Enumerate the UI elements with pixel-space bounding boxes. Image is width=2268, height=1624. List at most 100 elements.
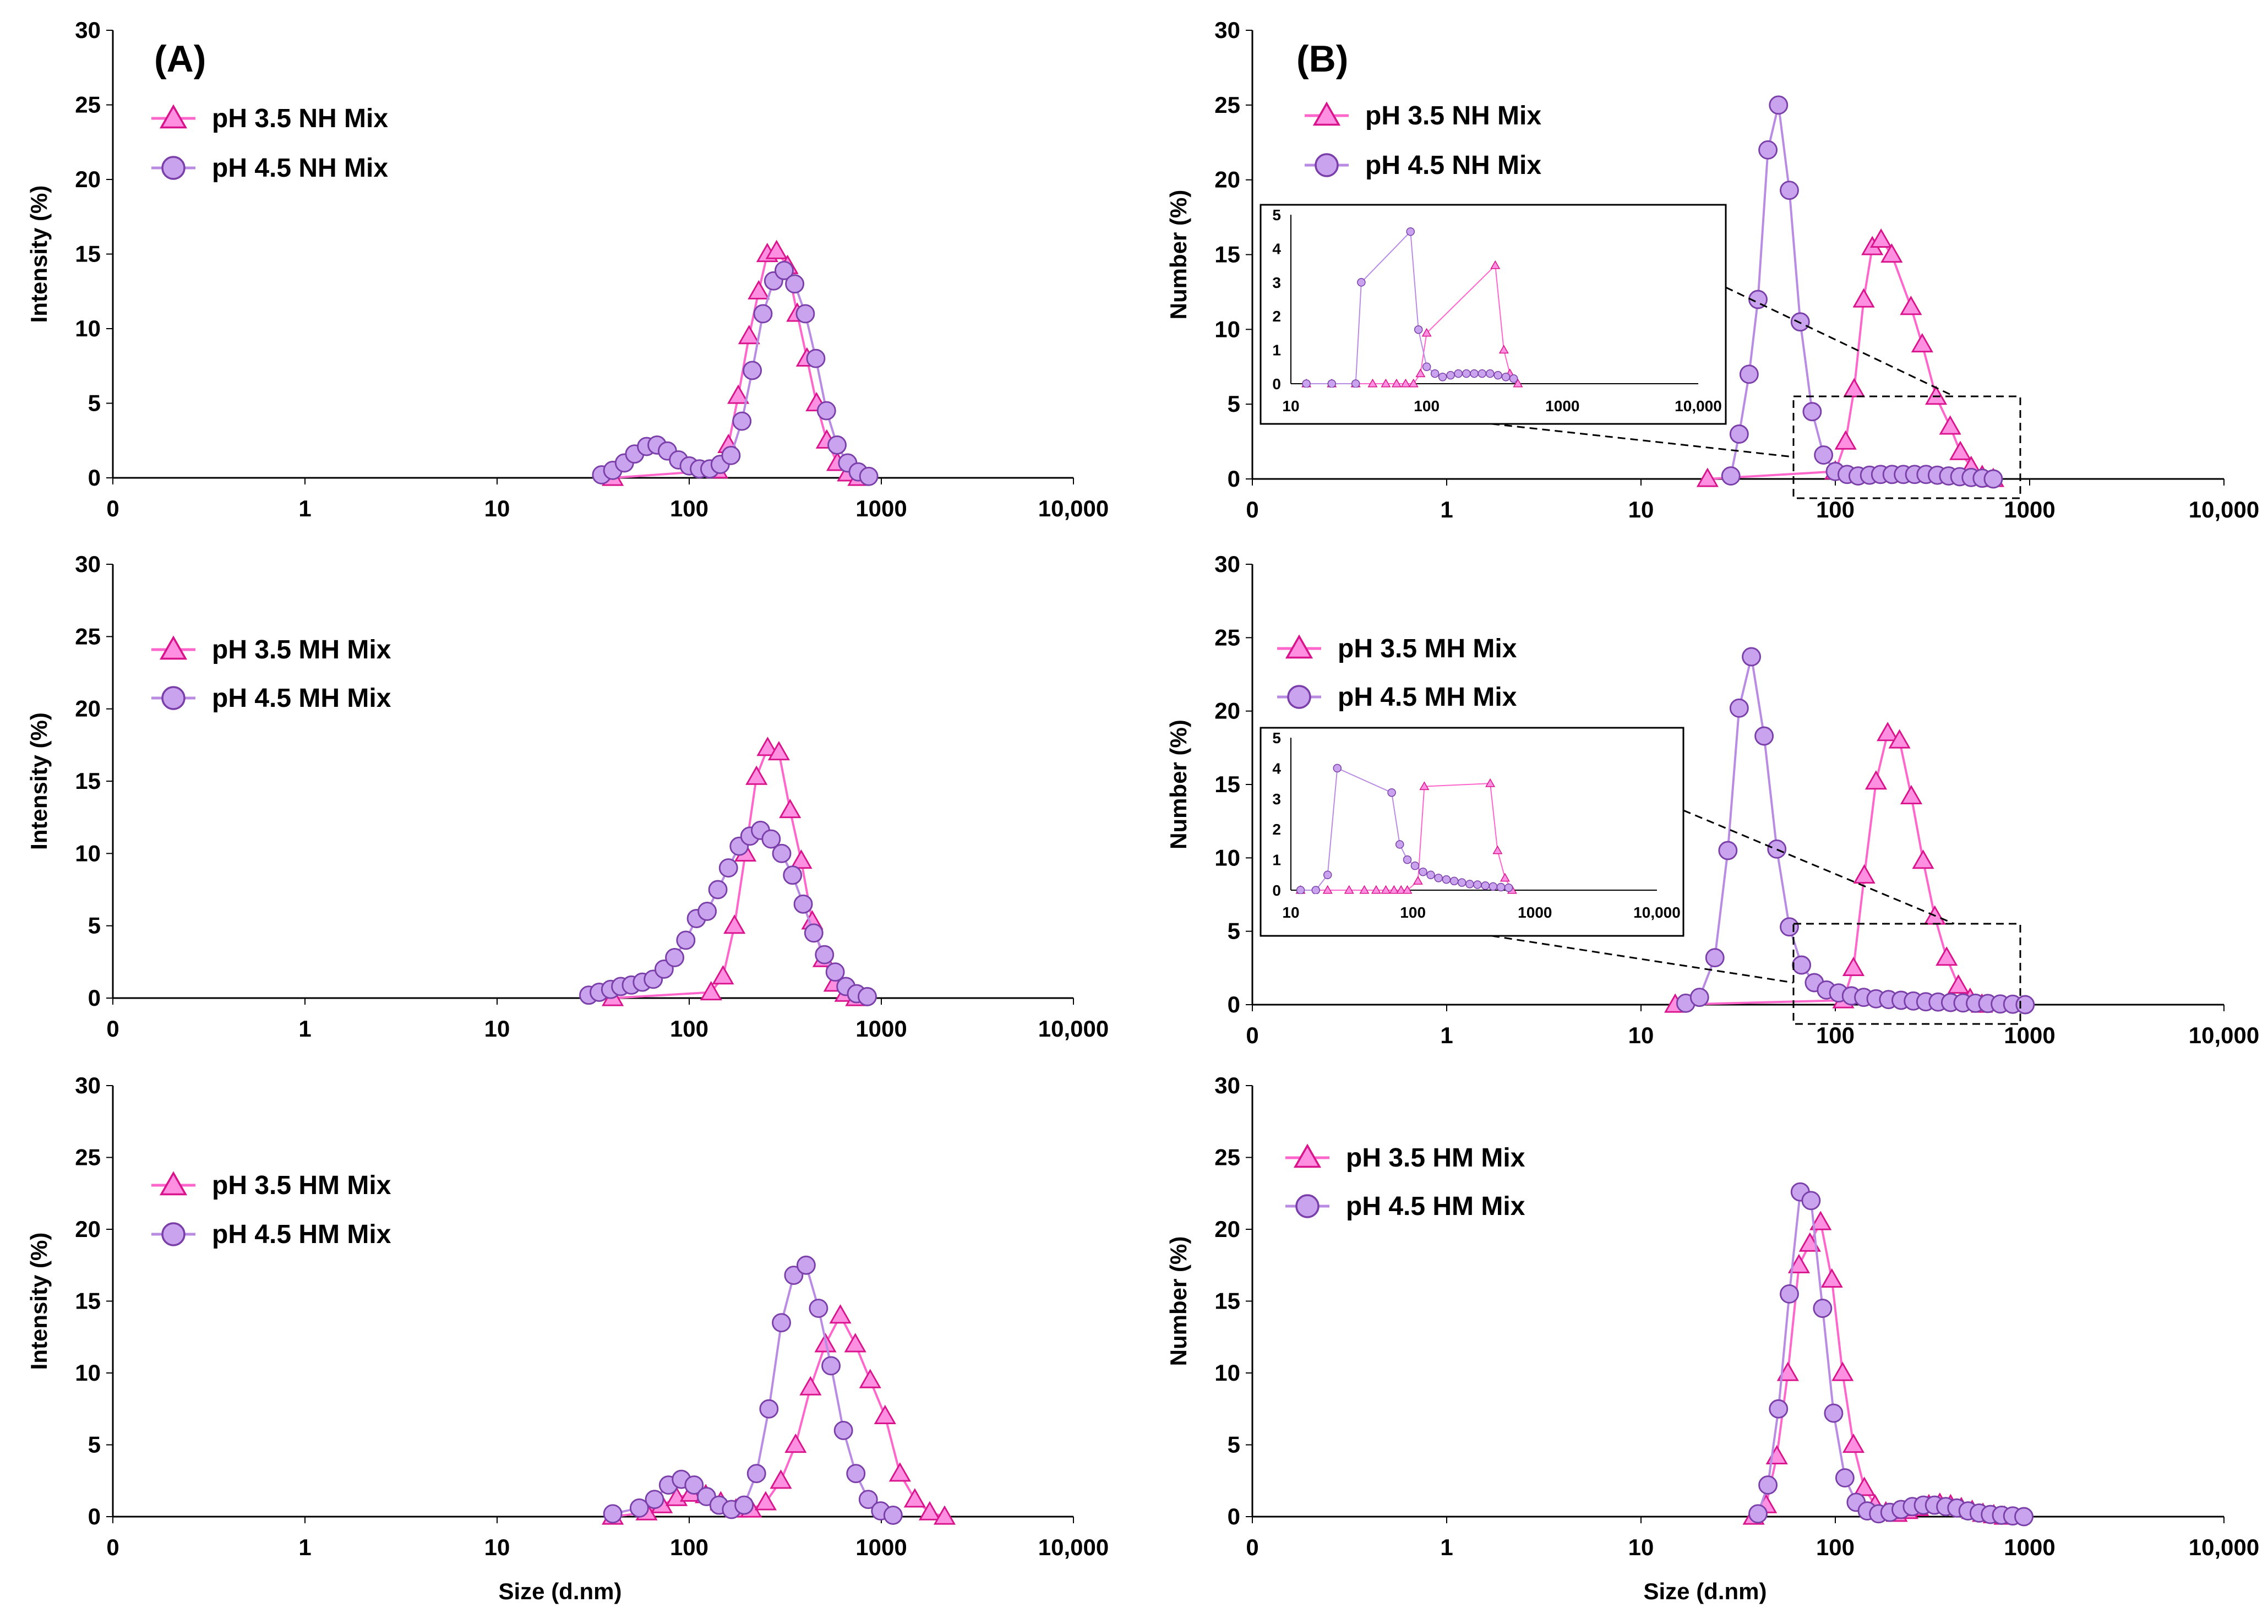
data-point — [1391, 378, 1402, 388]
data-point — [888, 1462, 911, 1482]
y-tick-label: 15 — [1214, 771, 1240, 797]
y-tick-label: 15 — [75, 241, 101, 267]
data-point — [676, 930, 696, 950]
data-point — [1371, 885, 1381, 894]
inset-y-tick-label: 3 — [1272, 791, 1281, 808]
data-point — [1323, 870, 1332, 880]
inset-y-tick-label: 0 — [1272, 375, 1281, 393]
y-tick-label: 30 — [1214, 1072, 1240, 1098]
y-tick-label: 0 — [1228, 466, 1240, 492]
x-tick-label: 1 — [1440, 1022, 1453, 1048]
data-point — [1852, 288, 1875, 308]
chart-B3: 0 5 10 15 20 25 30 0 1 10 100 1000 10,000 Number (%) S… — [1165, 1072, 2259, 1604]
y-axis-label: Intensity (%) — [26, 712, 52, 850]
x-tick-label: 10,000 — [2189, 1534, 2259, 1560]
x-tick-label: 10,000 — [1038, 1016, 1109, 1042]
data-point — [1767, 839, 1787, 859]
data-point — [1367, 378, 1378, 388]
data-point — [1912, 849, 1934, 869]
y-tick-label: 5 — [1228, 1432, 1240, 1458]
zoom-connector — [1491, 423, 1794, 458]
data-point — [859, 466, 879, 486]
data-point — [1344, 885, 1354, 894]
data-point — [1758, 1475, 1778, 1495]
data-point — [1758, 140, 1778, 160]
data-point — [1296, 886, 1305, 894]
data-point — [1419, 868, 1427, 876]
data-point — [1333, 764, 1342, 773]
data-point — [1457, 878, 1466, 887]
data-point — [1473, 880, 1482, 889]
data-point — [1509, 374, 1518, 383]
data-point — [1947, 974, 1970, 994]
inset-x-tick-label: 10,000 — [1633, 904, 1681, 921]
data-point — [1780, 181, 1799, 200]
data-point — [684, 1475, 704, 1495]
series-pink — [1664, 722, 1993, 1013]
data-point — [1888, 729, 1911, 749]
inset-x-tick-label: 10,000 — [1675, 397, 1722, 415]
x-tick-label: 10 — [1628, 497, 1654, 522]
legend-marker — [161, 686, 186, 710]
data-point — [1421, 328, 1432, 337]
zoom-connector — [1683, 809, 1955, 925]
inset-y-tick-label: 1 — [1272, 342, 1281, 359]
data-point — [727, 384, 750, 404]
data-point — [1489, 882, 1498, 891]
x-tick-label: 0 — [106, 495, 119, 521]
zoom-connector — [1725, 286, 1955, 397]
series-line — [1757, 1190, 2024, 1518]
x-tick-label: 0 — [1246, 497, 1258, 522]
data-point — [793, 894, 813, 914]
legend-label: pH 3.5 MH Mix — [1338, 634, 1517, 663]
data-point — [1496, 882, 1506, 892]
x-tick-label: 100 — [670, 1016, 708, 1042]
x-tick-label: 1 — [298, 495, 311, 521]
data-point — [743, 361, 762, 380]
x-axis-label: Size (d.nm) — [1643, 1578, 1767, 1604]
panel-label: (B) — [1296, 38, 1348, 80]
data-point — [2014, 1507, 2033, 1527]
data-point — [1478, 369, 1487, 378]
panel-label: (A) — [154, 38, 206, 80]
data-point — [1824, 1403, 1844, 1423]
series-purple — [603, 1255, 903, 1525]
data-point — [1302, 379, 1311, 388]
data-point — [1426, 870, 1435, 880]
x-tick-label: 10,000 — [1038, 1534, 1109, 1560]
legend-label: pH 3.5 HM Mix — [1346, 1143, 1525, 1173]
data-point — [1936, 946, 1958, 966]
data-point — [718, 858, 738, 878]
data-point — [738, 325, 760, 345]
x-tick-label: 10 — [484, 1016, 510, 1042]
data-point — [603, 1504, 623, 1524]
data-point — [1470, 369, 1479, 378]
series-purple — [1721, 95, 2003, 489]
x-tick-label: 100 — [670, 495, 708, 521]
x-tick-label: 1000 — [855, 1534, 907, 1560]
series-pink — [1742, 1211, 2016, 1525]
x-tick-label: 1000 — [855, 495, 907, 521]
y-tick-label: 20 — [1214, 167, 1240, 193]
zoom-connector — [1491, 935, 1794, 984]
data-point — [1389, 885, 1399, 894]
x-tick-label: 100 — [1816, 1022, 1855, 1048]
y-tick-label: 15 — [1214, 1288, 1240, 1314]
data-point — [1831, 1361, 1854, 1381]
data-point — [1351, 379, 1360, 388]
data-point — [1748, 1504, 1768, 1524]
y-axis-label: Intensity (%) — [26, 186, 52, 323]
legend-label: pH 3.5 NH Mix — [212, 104, 388, 133]
data-point — [1949, 440, 1972, 460]
inset: 0 1 2 3 4 5 10 100 1000 10,000 — [1260, 727, 2021, 1025]
data-point — [1490, 260, 1501, 269]
y-tick-label: 10 — [75, 315, 101, 341]
y-tick-label: 0 — [88, 985, 101, 1011]
y-tick-label: 20 — [75, 1216, 101, 1242]
series-purple — [579, 820, 877, 1006]
inset-y-tick-label: 4 — [1272, 240, 1281, 257]
data-point — [1500, 873, 1510, 882]
x-tick-label: 10,000 — [2189, 497, 2259, 522]
data-point — [1430, 369, 1440, 378]
